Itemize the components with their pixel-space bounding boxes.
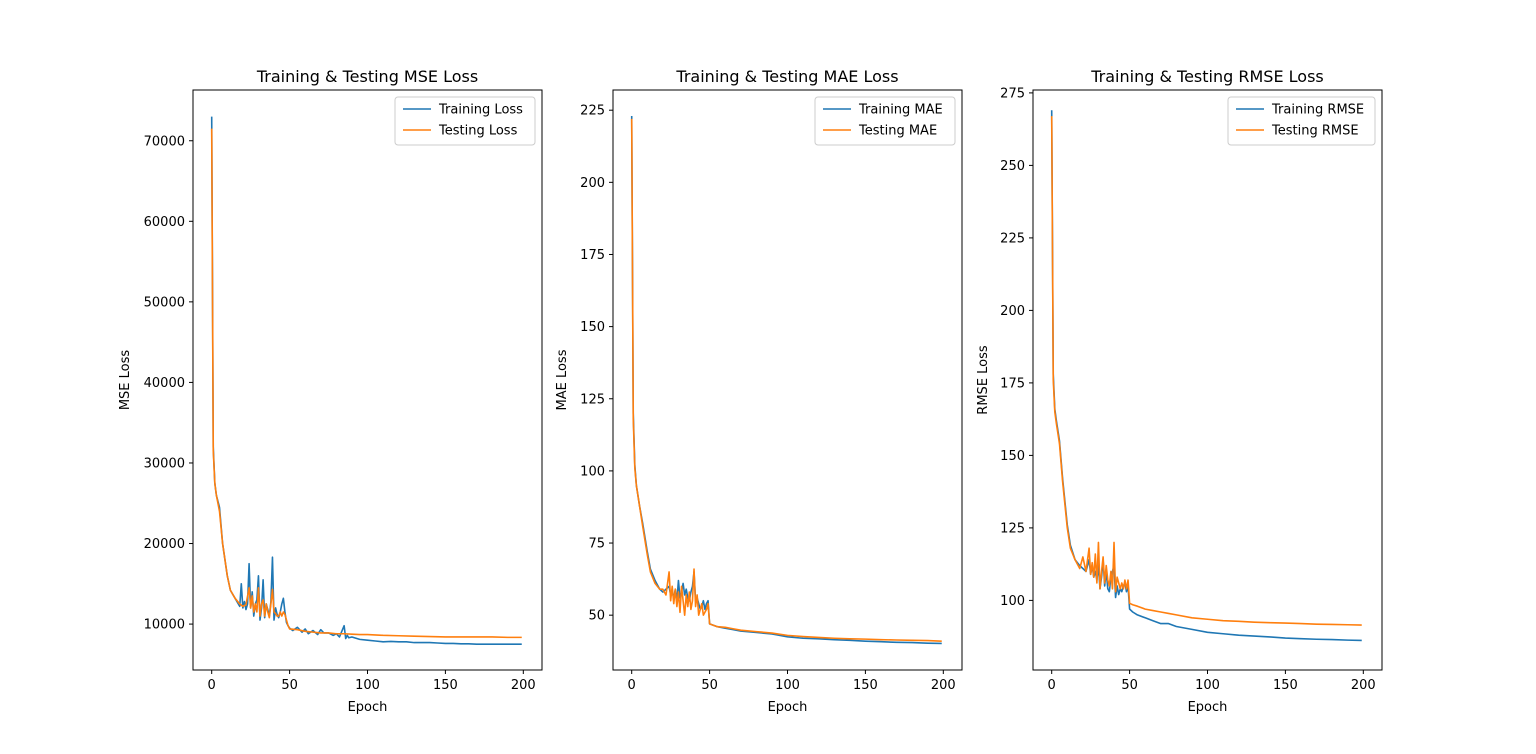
x-tick-label: 200 — [1351, 678, 1376, 693]
y-tick-label: 50 — [588, 609, 605, 624]
x-tick-label: 100 — [355, 678, 380, 693]
legend: Training Loss Testing Loss — [394, 96, 536, 146]
y-tick-label: 30000 — [144, 456, 185, 471]
x-tick-label: 0 — [628, 678, 636, 693]
y-tick-label: 175 — [1000, 376, 1025, 391]
y-tick-label: 150 — [580, 320, 605, 335]
chart-title: Training & Testing MSE Loss — [256, 67, 478, 86]
y-tick-label: 125 — [1000, 521, 1025, 536]
legend-frame — [1227, 96, 1376, 146]
y-tick-label: 20000 — [144, 537, 185, 552]
y-tick-label: 10000 — [144, 618, 185, 633]
x-tick-label: 150 — [1273, 678, 1298, 693]
legend: Training MAE Testing MAE — [814, 96, 956, 146]
legend-label: Training RMSE — [1271, 103, 1364, 118]
x-tick-label: 50 — [701, 678, 718, 693]
y-axis-label: RMSE Loss — [976, 345, 991, 415]
y-tick-label: 150 — [1000, 449, 1025, 464]
chart-panel-0: Training & Testing MSE Loss 0 50 100 150 200 1… — [118, 67, 543, 715]
chart-title: Training & Testing RMSE Loss — [1090, 67, 1323, 86]
legend-label: Testing MAE — [858, 124, 937, 139]
y-tick-label: 225 — [580, 104, 605, 119]
y-tick-label: 100 — [580, 464, 605, 479]
x-tick-label: 0 — [208, 678, 216, 693]
x-axis-label: Epoch — [768, 700, 808, 715]
x-tick-label: 100 — [1195, 678, 1220, 693]
x-tick-label: 0 — [1048, 678, 1056, 693]
x-tick-label: 50 — [281, 678, 298, 693]
y-tick-label: 100 — [1000, 594, 1025, 609]
chart-panel-1: Training & Testing MAE Loss 0 50 100 150 200 5… — [555, 67, 963, 715]
y-tick-label: 200 — [1000, 304, 1025, 319]
legend-label: Testing Loss — [438, 124, 518, 139]
chart-panel-2: Training & Testing RMSE Loss 0 50 100 150 200… — [976, 67, 1383, 715]
series-line-testing-loss — [210, 128, 522, 639]
y-axis-label: MSE Loss — [118, 350, 133, 411]
y-tick-label: 60000 — [144, 215, 185, 230]
chart-title: Training & Testing MAE Loss — [675, 67, 898, 86]
x-tick-label: 150 — [433, 678, 458, 693]
series-line-testing-rmse — [1050, 116, 1362, 626]
x-tick-label: 100 — [775, 678, 800, 693]
y-tick-label: 40000 — [144, 376, 185, 391]
y-tick-label: 250 — [1000, 159, 1025, 174]
x-tick-label: 150 — [853, 678, 878, 693]
y-tick-label: 225 — [1000, 231, 1025, 246]
legend-label: Training MAE — [858, 103, 943, 118]
x-tick-label: 50 — [1121, 678, 1138, 693]
x-axis-label: Epoch — [348, 700, 388, 715]
series-line-testing-mae — [630, 118, 942, 642]
x-tick-label: 200 — [511, 678, 536, 693]
legend-label: Training Loss — [438, 103, 523, 118]
y-tick-label: 200 — [580, 176, 605, 191]
y-axis-label: MAE Loss — [555, 349, 570, 410]
y-tick-label: 70000 — [144, 134, 185, 149]
x-axis-label: Epoch — [1188, 700, 1228, 715]
y-tick-label: 125 — [580, 392, 605, 407]
y-tick-label: 175 — [580, 248, 605, 263]
legend: Training RMSE Testing RMSE — [1227, 96, 1376, 146]
y-tick-label: 275 — [1000, 86, 1025, 101]
y-tick-label: 75 — [588, 537, 605, 552]
x-tick-label: 200 — [931, 678, 956, 693]
legend-label: Testing RMSE — [1271, 124, 1359, 139]
y-tick-label: 50000 — [144, 295, 185, 310]
